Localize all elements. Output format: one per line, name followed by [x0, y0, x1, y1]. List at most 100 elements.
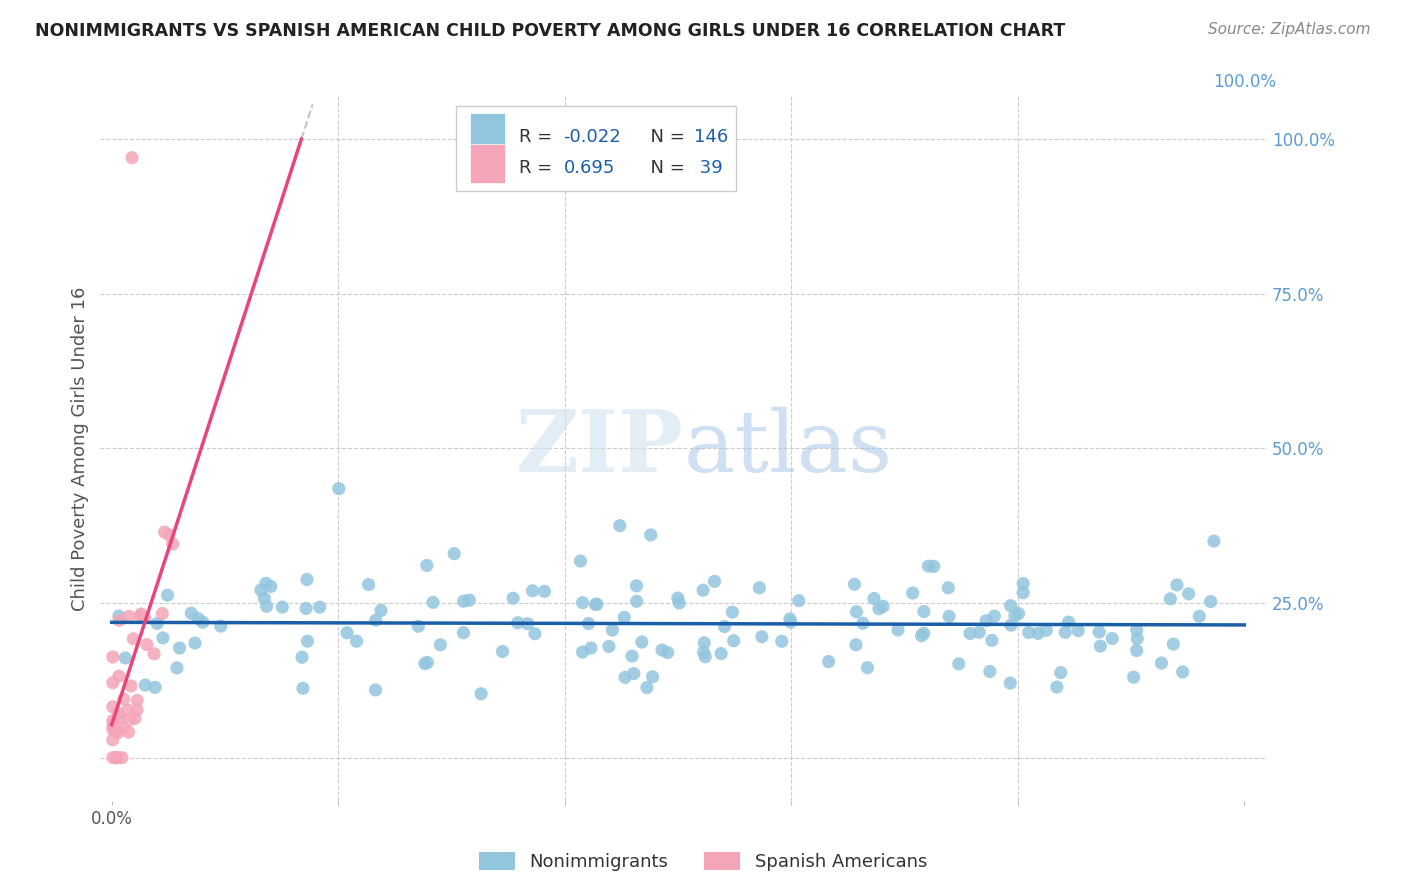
Point [260, 579, 283, 593]
Point [291, 681, 314, 696]
Point [107, 725, 129, 739]
Point [108, 710, 131, 724]
Point [613, 610, 636, 624]
Point [364, 682, 387, 697]
Point [1188, 609, 1211, 624]
Point [1012, 585, 1035, 599]
Point [640, 528, 662, 542]
Point [1199, 594, 1222, 608]
Point [129, 607, 152, 621]
Point [626, 579, 648, 593]
Point [748, 581, 770, 595]
Point [571, 645, 593, 659]
Point [127, 693, 149, 707]
Point [585, 598, 607, 612]
Point [1202, 534, 1225, 549]
Point [868, 601, 890, 615]
Point [651, 643, 673, 657]
Point [578, 616, 600, 631]
Point [1046, 680, 1069, 694]
Point [1159, 591, 1181, 606]
Point [602, 623, 624, 637]
Point [105, 750, 128, 764]
Point [779, 612, 801, 626]
Point [845, 638, 868, 652]
Point [118, 713, 141, 727]
Text: R =: R = [519, 159, 558, 177]
Point [912, 605, 935, 619]
Point [598, 640, 620, 654]
Point [101, 675, 124, 690]
Point [586, 597, 609, 611]
Point [166, 661, 188, 675]
Point [150, 607, 173, 621]
Point [101, 750, 124, 764]
Point [872, 599, 894, 614]
Point [1067, 624, 1090, 638]
Text: ZIP: ZIP [516, 407, 683, 491]
Point [101, 699, 124, 714]
Point [938, 609, 960, 624]
Point [156, 588, 179, 602]
Point [852, 616, 875, 631]
Point [117, 703, 139, 717]
Point [143, 681, 166, 695]
Point [948, 657, 970, 671]
Point [453, 594, 475, 608]
Point [101, 732, 124, 747]
Point [104, 724, 127, 739]
Point [912, 626, 935, 640]
Point [695, 649, 717, 664]
Bar [456, 106, 737, 191]
Point [107, 706, 129, 721]
Point [1018, 625, 1040, 640]
Point [522, 583, 544, 598]
Point [453, 625, 475, 640]
Point [817, 655, 839, 669]
Point [108, 613, 131, 627]
Point [308, 600, 330, 615]
Point [1000, 618, 1022, 632]
Point [1126, 632, 1149, 646]
Point [458, 593, 481, 607]
Point [162, 537, 184, 551]
Point [579, 640, 602, 655]
Point [295, 601, 318, 615]
Point [429, 638, 451, 652]
Point [1054, 625, 1077, 640]
Point [751, 630, 773, 644]
Text: 0.695: 0.695 [564, 159, 614, 177]
Point [636, 681, 658, 695]
Point [118, 609, 141, 624]
Point [844, 577, 866, 591]
Point [470, 687, 492, 701]
Point [1150, 656, 1173, 670]
Point [1163, 637, 1185, 651]
Point [1177, 587, 1199, 601]
Point [108, 609, 131, 624]
Point [271, 600, 294, 615]
Point [959, 626, 981, 640]
Point [328, 482, 350, 496]
Point [1050, 665, 1073, 680]
Point [623, 666, 645, 681]
Point [370, 603, 392, 617]
Point [692, 583, 714, 598]
Text: 39: 39 [695, 159, 723, 177]
Point [143, 647, 166, 661]
Point [146, 616, 169, 631]
Text: 146: 146 [695, 128, 728, 145]
Y-axis label: Child Poverty Among Girls Under 16: Child Poverty Among Girls Under 16 [72, 286, 89, 610]
Point [569, 554, 592, 568]
Point [1171, 665, 1194, 679]
Point [169, 640, 191, 655]
Point [117, 725, 139, 739]
Point [516, 616, 538, 631]
Point [1035, 624, 1057, 638]
Point [153, 524, 176, 539]
Point [254, 576, 277, 591]
Point [491, 644, 513, 658]
Point [184, 636, 207, 650]
Text: R =: R = [519, 128, 558, 145]
Point [983, 609, 1005, 624]
